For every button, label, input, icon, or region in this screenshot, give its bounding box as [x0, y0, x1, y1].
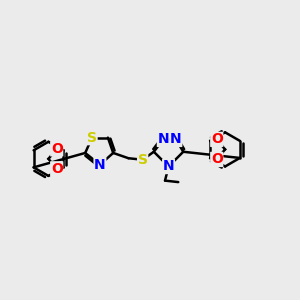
Text: S: S	[138, 153, 148, 167]
Text: N: N	[158, 132, 169, 146]
Text: N: N	[170, 132, 182, 146]
Text: N: N	[94, 158, 106, 172]
Text: O: O	[51, 162, 63, 176]
Text: S: S	[87, 130, 97, 145]
Text: N: N	[163, 160, 174, 173]
Text: O: O	[51, 142, 63, 156]
Text: O: O	[211, 152, 223, 167]
Text: O: O	[211, 132, 223, 146]
